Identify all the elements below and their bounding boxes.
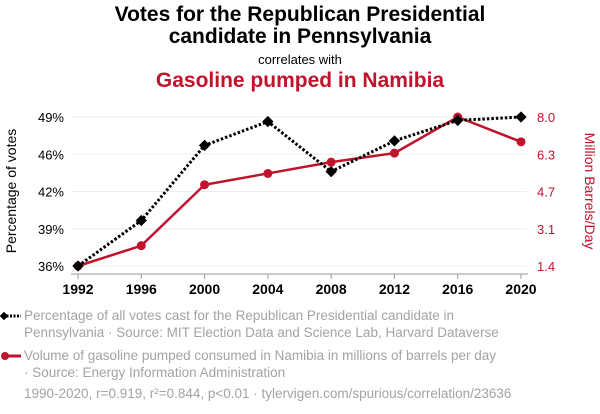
series-2-point [263, 168, 273, 178]
legend-item-series-1: Percentage of all votes cast for the Rep… [24, 307, 564, 341]
series-1-line [77, 115, 522, 268]
y-left-tick-label: 36% [38, 259, 64, 274]
series-1-point [135, 214, 147, 227]
x-tick-label: 2020 [505, 281, 536, 297]
y-right-tick-label: 8.0 [537, 110, 555, 125]
chart-subtitle: correlates with [258, 52, 342, 67]
chart-title-secondary: Gasoline pumped in Namibia [155, 69, 445, 92]
y-right-tick-label: 3.1 [537, 222, 555, 237]
y-axis-right-label: Million Barrels/Day [582, 133, 598, 250]
chart-footer: 1990-2020, r=0.919, r²=0.844, p<0.01 · t… [24, 386, 512, 401]
y-right-tick-label: 1.4 [537, 259, 555, 274]
series-2-point [136, 241, 146, 251]
x-tick-label: 1992 [62, 281, 93, 297]
y-left-tick-label: 39% [38, 222, 64, 237]
legend-item-series-2: Volume of gasoline pumped consumed in Na… [24, 347, 564, 381]
x-tick-label: 2016 [442, 281, 473, 297]
legend-icon-series-1 [0, 311, 21, 321]
series-1-point [515, 111, 527, 123]
y-left-tick-label: 42% [38, 185, 64, 200]
chart-title-line-2: candidate in Pennsylvania [168, 25, 432, 48]
y-right-tick-label: 6.3 [537, 147, 555, 162]
legend-icon-series-2 [1, 352, 21, 360]
x-tick-label: 1996 [126, 281, 157, 297]
series-1-point [388, 135, 401, 147]
series-1-point [198, 139, 211, 152]
chart-title-line-1: Votes for the Republican Presidential [114, 3, 486, 26]
x-tick-label: 2004 [252, 281, 283, 297]
x-tick-label: 2012 [379, 281, 410, 297]
x-tick-label: 2000 [189, 281, 220, 297]
y-right-tick-label: 4.7 [537, 185, 555, 200]
y-left-tick-label: 46% [38, 147, 64, 162]
series-2-point [389, 148, 399, 158]
y-left-tick-label: 49% [38, 110, 64, 125]
legend-text-line: Pennsylvania · Source: MIT Election Data… [24, 325, 499, 340]
legend-text-line: Percentage of all votes cast for the Rep… [24, 308, 455, 323]
series-2-point [326, 157, 336, 167]
axes: 36% 1.4 39% 3.1 42% 4.7 46% 6.3 49% 8.0 1992 1996 20… [38, 110, 555, 297]
grid-lines [72, 116, 527, 267]
series-2-point [200, 180, 210, 190]
series-2-point [516, 137, 526, 147]
x-tick-label: 2008 [316, 281, 347, 297]
series-1-point [325, 165, 337, 178]
y-axis-left-label: Percentage of votes [3, 129, 19, 254]
legend-text-line: · Source: Energy Information Administrat… [24, 365, 286, 380]
legend-text-line: Volume of gasoline pumped consumed in Na… [24, 348, 496, 363]
